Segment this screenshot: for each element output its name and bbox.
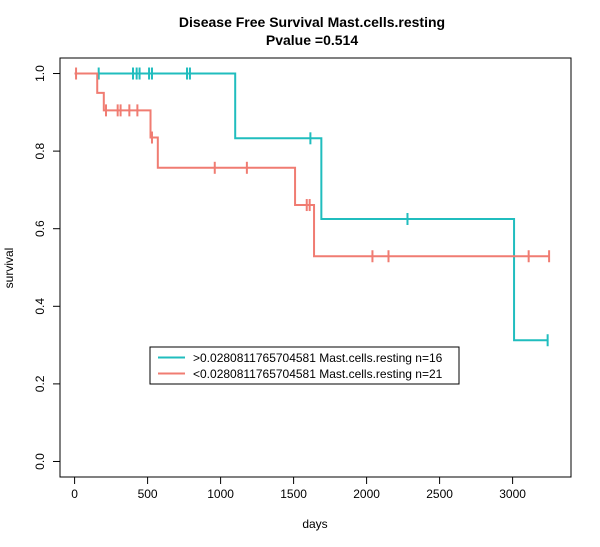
y-axis-label: survival — [2, 248, 16, 289]
x-tick-label: 2000 — [353, 487, 380, 501]
y-tick-label: 0.0 — [33, 453, 47, 470]
chart-subtitle: Pvalue =0.514 — [266, 32, 358, 48]
legend-label-low: <0.0280811765704581 Mast.cells.resting n… — [193, 367, 443, 381]
legend: >0.0280811765704581 Mast.cells.resting n… — [149, 346, 460, 385]
y-tick-label: 0.8 — [33, 142, 47, 159]
x-tick-label: 1500 — [280, 487, 307, 501]
y-tick-label: 0.2 — [33, 375, 47, 392]
series-layer — [74, 67, 551, 347]
chart-title: Disease Free Survival Mast.cells.resting — [179, 14, 445, 30]
y-tick-label: 1.0 — [33, 65, 47, 82]
y-tick-label: 0.4 — [33, 298, 47, 315]
survival-curve-high — [74, 72, 548, 342]
y-axis: 0.0 0.2 0.4 0.6 0.8 1.0 — [33, 65, 61, 470]
x-tick-label: 2500 — [426, 487, 453, 501]
x-axis-label: days — [302, 517, 327, 531]
x-tick-label: 0 — [71, 487, 78, 501]
legend-box — [149, 346, 460, 385]
survival-curve-low — [74, 72, 550, 258]
legend-label-high: >0.0280811765704581 Mast.cells.resting n… — [193, 351, 443, 365]
x-tick-label: 500 — [138, 487, 158, 501]
x-axis: 0 500 1000 1500 2000 2500 3000 — [71, 476, 526, 501]
plot-frame — [59, 57, 572, 478]
y-tick-label: 0.6 — [33, 220, 47, 237]
x-tick-label: 1000 — [207, 487, 234, 501]
x-tick-label: 3000 — [499, 487, 526, 501]
